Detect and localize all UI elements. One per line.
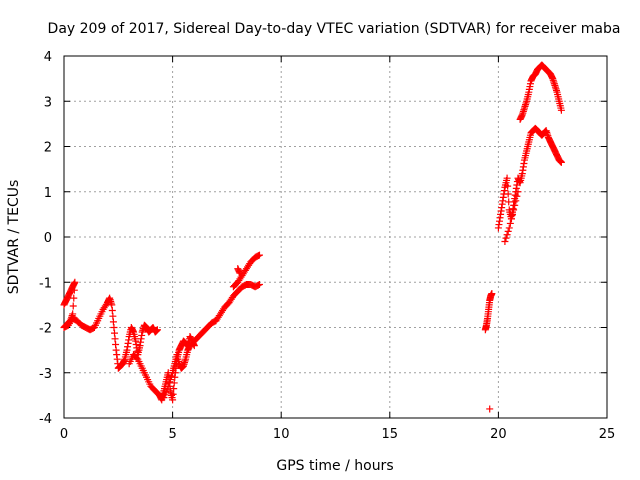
y-tick-label: -2 [39,322,52,337]
data-point [504,190,512,198]
series-segment-4-upper [501,61,565,246]
data-point [504,227,512,235]
y-tick-label: 1 [44,186,52,201]
data-point [512,197,520,205]
series-segment-1 [60,278,198,404]
data-point [71,278,79,286]
data-point [511,201,519,209]
data-point [165,379,173,387]
x-tick-label: 20 [490,427,507,442]
data-point [513,192,521,200]
chart-title: Day 209 of 2017, Sidereal Day-to-day VTE… [48,21,621,37]
data-point [501,238,509,246]
data-point [70,286,78,294]
y-tick-label: -3 [39,367,52,382]
data-point [164,382,172,390]
data-point [507,215,515,223]
data-point [509,210,517,218]
y-tick-label: 4 [44,50,52,65]
x-tick-label: 25 [599,427,616,442]
x-tick-label: 10 [273,427,290,442]
data-point [153,326,161,334]
grid-lines [64,56,607,418]
y-tick-label: 3 [44,95,52,110]
data-point [255,251,263,259]
data-point [505,224,513,232]
axis-ticks: 0 5 10 15 20 25 -4 -3 -2 -1 0 1 2 3 4 [39,50,615,442]
data-point [234,265,242,273]
data-point [502,234,510,242]
series-segment-1-lower [125,342,194,402]
data-point [510,206,518,214]
data-point [504,182,512,190]
series-segment-2-upper [229,251,263,291]
y-axis-label: SDTVAR / TECUs [6,180,22,295]
data-point [186,342,194,350]
data-point [255,281,263,289]
data-point [486,405,494,413]
y-tick-label: 0 [44,231,52,246]
data-point [503,174,511,182]
data-point [506,219,514,227]
data-point [168,372,176,380]
data-point [557,158,565,166]
x-axis-label: GPS time / hours [276,458,393,474]
y-tick-label: 2 [44,141,52,156]
x-tick-label: 0 [60,427,68,442]
data-point [503,231,511,239]
series-segment-3 [481,290,496,413]
x-tick-label: 15 [382,427,399,442]
data-point [69,302,77,310]
y-tick-label: -1 [39,276,52,291]
data-point [70,294,78,302]
data-points [60,61,565,413]
data-point [166,376,174,384]
data-point [514,188,522,196]
data-point [557,106,565,114]
series-segment-4 [494,124,565,232]
series-segment-2 [190,281,263,345]
y-tick-label: -4 [39,412,52,427]
data-point [488,290,496,298]
x-tick-label: 5 [168,427,176,442]
